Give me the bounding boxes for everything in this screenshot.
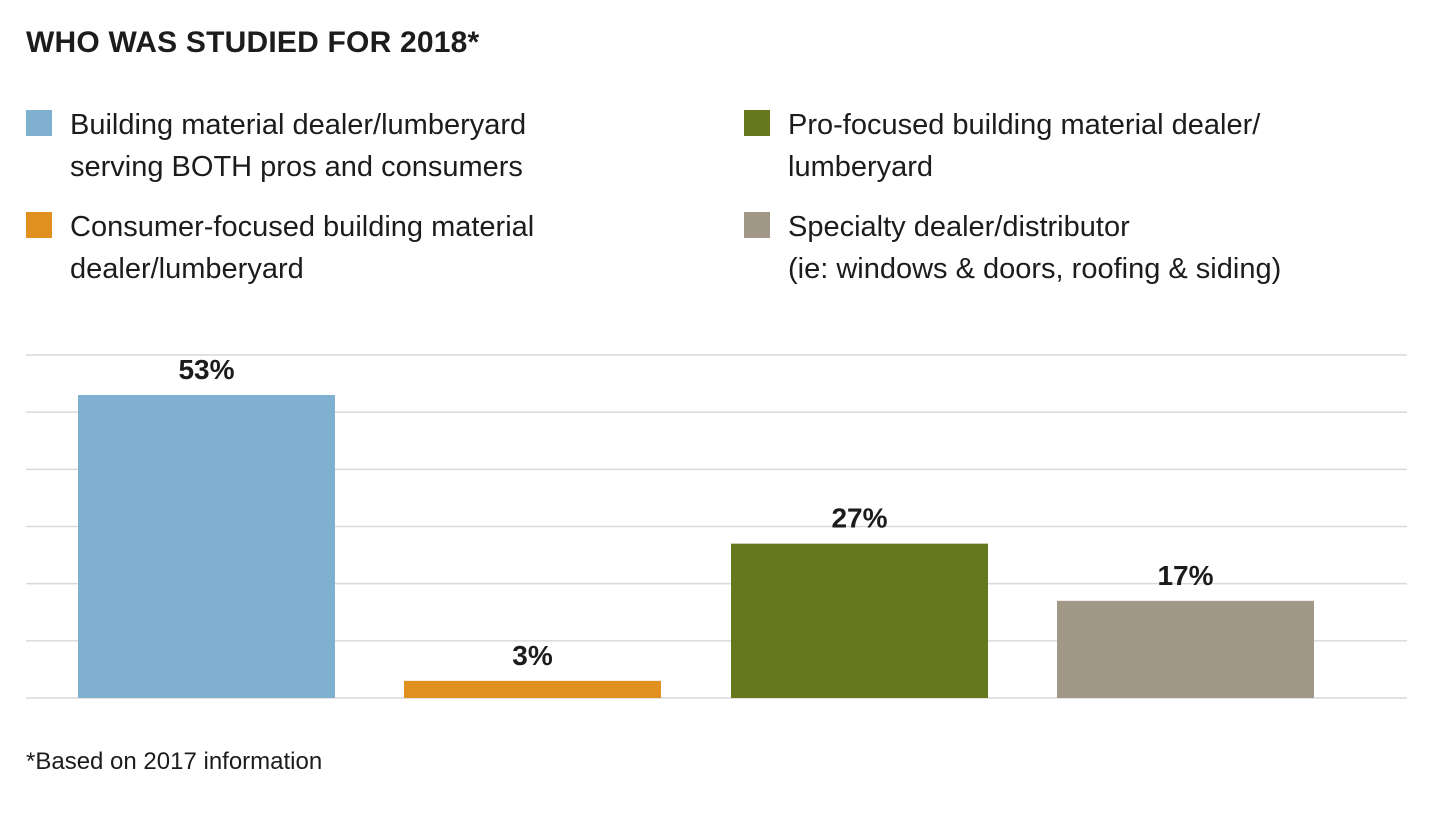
chart-title: WHO WAS STUDIED FOR 2018* <box>26 26 480 59</box>
bar-1 <box>78 395 335 698</box>
legend-label-consumer: Consumer-focused building material deale… <box>70 206 534 290</box>
bar-2 <box>404 680 661 698</box>
legend-label-both: Building material dealer/lumberyard serv… <box>70 104 526 188</box>
legend-label-line: Specialty dealer/distributor <box>788 211 1130 243</box>
legend-label-line: (ie: windows & doors, roofing & siding) <box>788 253 1282 285</box>
legend-label-line: Building material dealer/lumberyard <box>70 109 527 141</box>
legend-label-line: Pro-focused building material dealer/ <box>788 109 1261 141</box>
legend-label-line: lumberyard <box>788 151 934 183</box>
legend-label-pro: Pro-focused building material dealer/ lu… <box>788 104 1260 188</box>
bar-chart: 53% 3% 27% 17% <box>26 354 1407 699</box>
legend-swatch-specialty <box>744 212 770 238</box>
bar-4 <box>1057 600 1314 698</box>
legend-label-line: serving BOTH pros and consumers <box>70 151 523 183</box>
bar-value-label-2: 3% <box>512 640 553 671</box>
legend: Building material dealer/lumberyard serv… <box>0 0 1454 300</box>
bar-value-label-4: 17% <box>1157 560 1213 591</box>
legend-label-specialty: Specialty dealer/distributor (ie: window… <box>788 206 1281 290</box>
bar-value-label-3: 27% <box>831 503 887 534</box>
bar-value-label-1: 53% <box>178 354 234 385</box>
legend-swatch-both <box>26 110 52 136</box>
legend-label-line: dealer/lumberyard <box>70 253 304 285</box>
footnote: *Based on 2017 information <box>26 748 323 775</box>
legend-swatch-pro <box>744 110 770 136</box>
bar-3 <box>731 543 988 698</box>
legend-label-line: Consumer-focused building material <box>70 211 535 243</box>
legend-swatch-consumer <box>26 212 52 238</box>
